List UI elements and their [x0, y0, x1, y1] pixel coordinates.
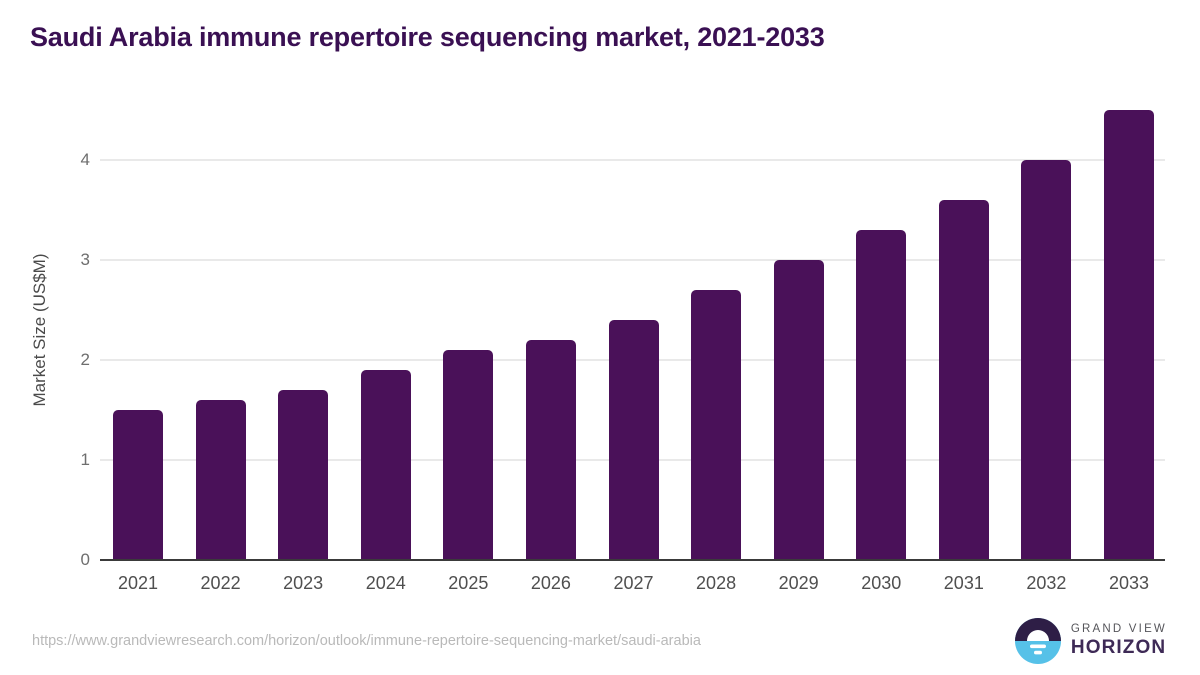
- x-tick-label-2032: 2032: [1026, 573, 1067, 593]
- bar-2031: [938, 200, 989, 560]
- x-axis-line: [100, 559, 1165, 561]
- bar-2025: [443, 350, 494, 560]
- bar-2028: [691, 290, 742, 560]
- logo-text: GRAND VIEW HORIZON: [1071, 623, 1167, 659]
- x-tick-label-2025: 2025: [448, 573, 489, 593]
- x-tick-label-2033: 2033: [1108, 573, 1150, 593]
- bar-2024: [360, 370, 411, 560]
- x-tick-label-2029: 2029: [778, 573, 819, 593]
- bar-2033: [1104, 110, 1154, 560]
- logo-reflection-1: [1029, 644, 1046, 649]
- gridline-4: [100, 159, 1165, 161]
- logo-sun: [1026, 630, 1049, 641]
- bar-2022: [195, 400, 246, 560]
- bar-2029: [773, 260, 824, 560]
- x-tick-label-2031: 2031: [943, 573, 984, 593]
- y-tick-label-4: 4: [80, 150, 90, 169]
- bar-2027: [608, 320, 659, 560]
- chart-title: Saudi Arabia immune repertoire sequencin…: [30, 22, 825, 52]
- bar-2030: [856, 230, 907, 560]
- bar-2021: [113, 410, 163, 560]
- bar-2032: [1021, 160, 1072, 560]
- logo-brand-line1: GRAND VIEW: [1070, 623, 1167, 635]
- y-tick-label-2: 2: [80, 350, 90, 369]
- y-axis-title: Market Size (US$M): [30, 253, 49, 407]
- x-tick-label-2028: 2028: [696, 573, 737, 593]
- logo-sky: [1014, 618, 1061, 641]
- logo-brand-line2: HORIZON: [1070, 637, 1167, 658]
- horizon-sun-icon: [1014, 618, 1061, 664]
- y-tick-label-3: 3: [80, 250, 90, 269]
- bar-2026: [525, 340, 576, 560]
- x-tick-label-2022: 2022: [200, 573, 241, 593]
- x-tick-label-2023: 2023: [283, 573, 324, 593]
- logo-reflection-2: [1033, 650, 1042, 655]
- x-tick-label-2021: 2021: [117, 573, 159, 593]
- plot-area: [100, 100, 1165, 561]
- x-tick-label-2030: 2030: [861, 573, 902, 593]
- y-tick-label-0: 0: [80, 550, 90, 569]
- x-tick-label-2026: 2026: [530, 573, 571, 593]
- grand-view-horizon-logo: GRAND VIEW HORIZON: [1014, 618, 1167, 664]
- y-tick-label-1: 1: [80, 450, 90, 469]
- x-tick-label-2027: 2027: [613, 573, 654, 593]
- source-url: https://www.grandviewresearch.com/horizo…: [32, 633, 701, 649]
- bar-2023: [278, 390, 329, 560]
- x-tick-label-2024: 2024: [365, 573, 406, 593]
- gridline-3: [100, 259, 1165, 261]
